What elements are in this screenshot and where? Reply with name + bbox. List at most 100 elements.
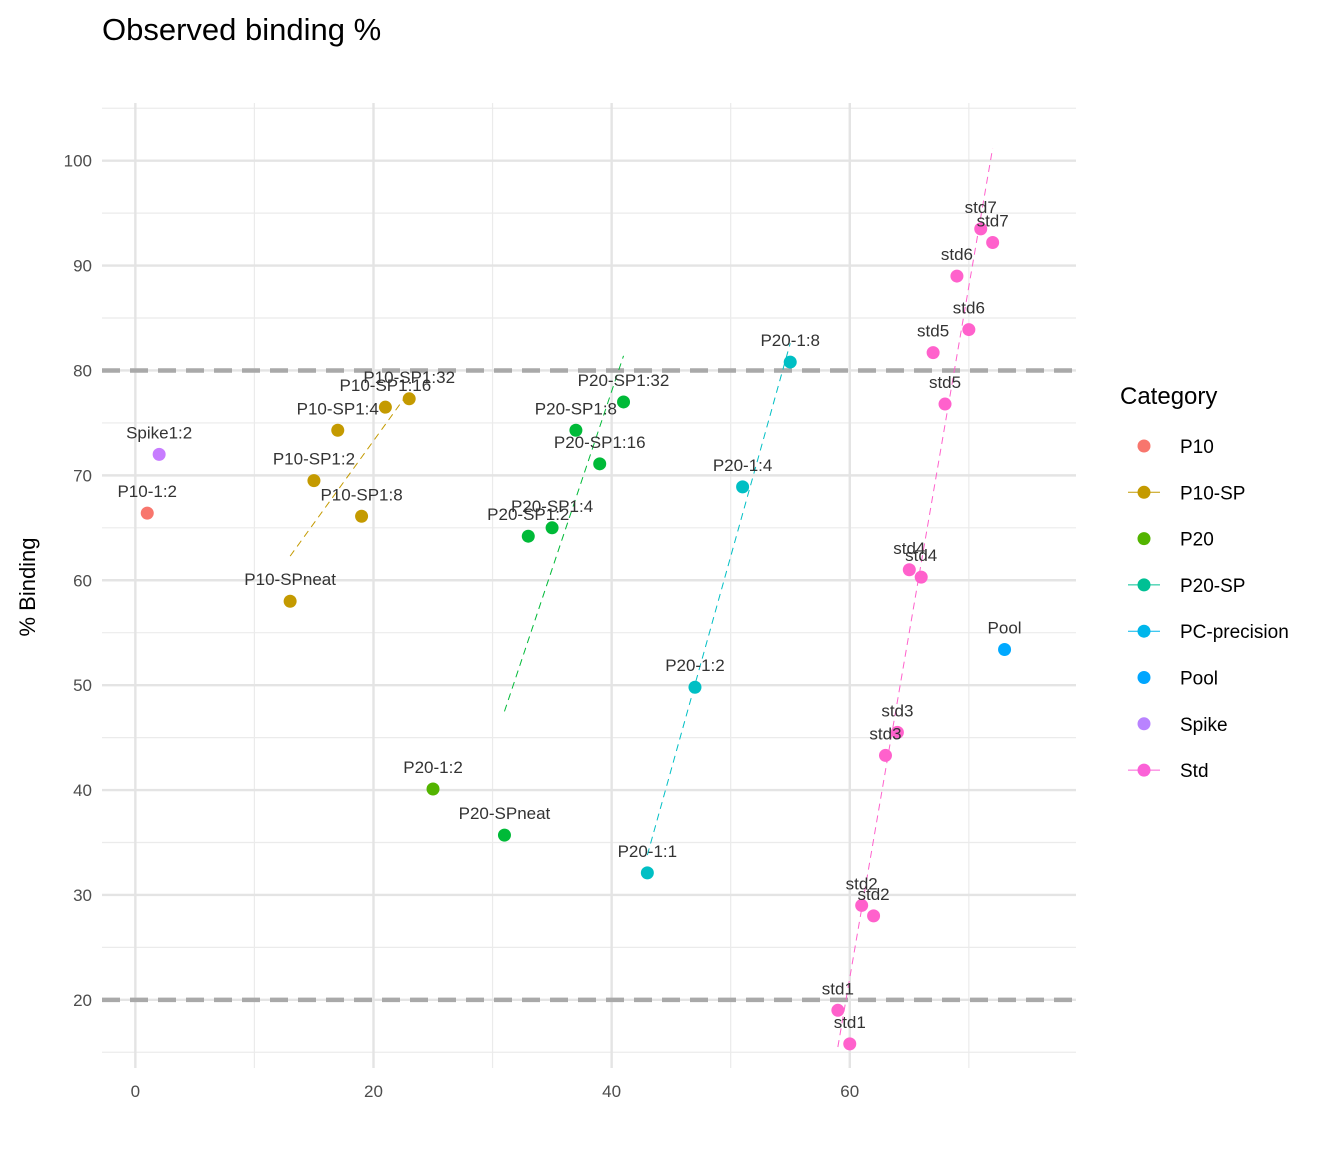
- data-point: [867, 909, 881, 923]
- data-point: [497, 828, 511, 842]
- data-point: [545, 521, 559, 535]
- legend-label: P10-SP: [1180, 483, 1245, 504]
- x-tick-label: 60: [840, 1082, 859, 1101]
- data-point: [569, 423, 583, 437]
- legend: Category P10 P10-SP P20 P20-SP PC-precision P…: [1120, 383, 1289, 782]
- legend-label: P10: [1180, 437, 1214, 458]
- data-point: [974, 222, 988, 236]
- legend-label: Pool: [1180, 669, 1218, 690]
- point-label: P10-SP1:8: [320, 485, 402, 504]
- data-point: [402, 392, 416, 406]
- data-point: [736, 480, 750, 494]
- data-point: [140, 506, 154, 520]
- legend-label: PC-precision: [1180, 622, 1289, 643]
- y-tick-label: 60: [73, 571, 92, 590]
- legend-label: Spike: [1180, 715, 1228, 736]
- point-label: P20-SP1:32: [578, 371, 670, 390]
- plot-area: 0 20 40 60 20 30 40 50 60 70 80 90 100 P10-1:2 P10-SPn…: [64, 103, 1076, 1101]
- point-label: std7: [965, 198, 997, 217]
- x-tick-label: 0: [131, 1082, 140, 1101]
- legend-key-point: [1137, 578, 1151, 592]
- point-label: P20-1:8: [760, 331, 820, 350]
- data-point: [962, 323, 976, 337]
- point-label: std2: [846, 874, 878, 893]
- point-label: P20-1:1: [618, 842, 678, 861]
- legend-label: P20: [1180, 530, 1214, 551]
- x-tick-label: 40: [602, 1082, 621, 1101]
- point-label: Spike1:2: [126, 423, 192, 442]
- data-point: [843, 1037, 857, 1051]
- data-point: [688, 680, 702, 694]
- trend-line: [646, 343, 791, 856]
- point-label: std4: [905, 546, 937, 565]
- data-point: [914, 570, 928, 584]
- data-point: [355, 509, 369, 523]
- data-point: [926, 346, 940, 360]
- y-tick-label: 30: [73, 886, 92, 905]
- data-point: [283, 594, 297, 608]
- point-label: P20-SP1:4: [511, 497, 593, 516]
- y-tick-label: 50: [73, 676, 92, 695]
- point-label: std3: [881, 701, 913, 720]
- legend-key-point: [1137, 439, 1151, 453]
- point-label: P10-SPneat: [244, 570, 336, 589]
- legend-title: Category: [1120, 383, 1217, 410]
- point-label: P20-SP1:8: [535, 399, 617, 418]
- point-label: P10-SP1:16: [340, 376, 432, 395]
- y-tick-label: 70: [73, 466, 92, 485]
- legend-label: Std: [1180, 761, 1209, 782]
- trend-line: [289, 391, 410, 557]
- point-label: std5: [929, 373, 961, 392]
- point-label: P20-1:2: [665, 656, 725, 675]
- chart-title: Observed binding %: [102, 12, 381, 47]
- point-label: Pool: [988, 618, 1022, 637]
- legend-key-point: [1137, 485, 1151, 499]
- y-tick-label: 20: [73, 991, 92, 1010]
- data-point: [152, 447, 166, 461]
- legend-key-point: [1137, 671, 1151, 684]
- data-point: [331, 423, 345, 437]
- data-point: [902, 563, 916, 577]
- y-axis-title: % Binding: [15, 537, 40, 636]
- data-point: [307, 474, 321, 488]
- point-label: P10-1:2: [117, 482, 177, 501]
- x-tick-label: 20: [364, 1082, 383, 1101]
- data-point: [938, 397, 952, 411]
- point-label: P10-SP1:2: [273, 450, 355, 469]
- data-point: [855, 898, 869, 912]
- y-tick-label: 100: [64, 152, 92, 171]
- point-label: std6: [953, 299, 985, 318]
- point-label: P20-SP1:16: [554, 433, 646, 452]
- legend-key-point: [1137, 717, 1151, 731]
- data-point: [878, 748, 892, 762]
- point-label: P10-SP1:4: [297, 399, 379, 418]
- data-point: [950, 269, 964, 283]
- data-point: [521, 529, 535, 543]
- data-point: [640, 866, 654, 880]
- point-label: P20-SPneat: [459, 804, 551, 823]
- data-point: [617, 395, 631, 409]
- trend-line: [503, 355, 625, 712]
- data-point: [998, 642, 1012, 656]
- data-point: [593, 457, 607, 471]
- point-label: std1: [834, 1013, 866, 1032]
- data-point: [831, 1003, 845, 1017]
- point-label: std7: [977, 212, 1009, 231]
- trend-line: [837, 148, 994, 1048]
- legend-label: P20-SP: [1180, 576, 1245, 597]
- data-point: [986, 236, 1000, 250]
- point-label: P10-SP1:32: [363, 368, 455, 387]
- point-label: P20-1:2: [403, 758, 463, 777]
- point-label: std5: [917, 322, 949, 341]
- data-point: [426, 782, 440, 796]
- point-label: std6: [941, 245, 973, 264]
- data-point: [378, 400, 392, 414]
- legend-key-point: [1137, 763, 1151, 777]
- data-point: [890, 725, 904, 739]
- legend-key-point: [1137, 624, 1151, 638]
- point-label: std1: [822, 979, 854, 998]
- y-tick-label: 40: [73, 781, 92, 800]
- point-label: std2: [858, 885, 890, 904]
- point-label: std3: [869, 724, 901, 743]
